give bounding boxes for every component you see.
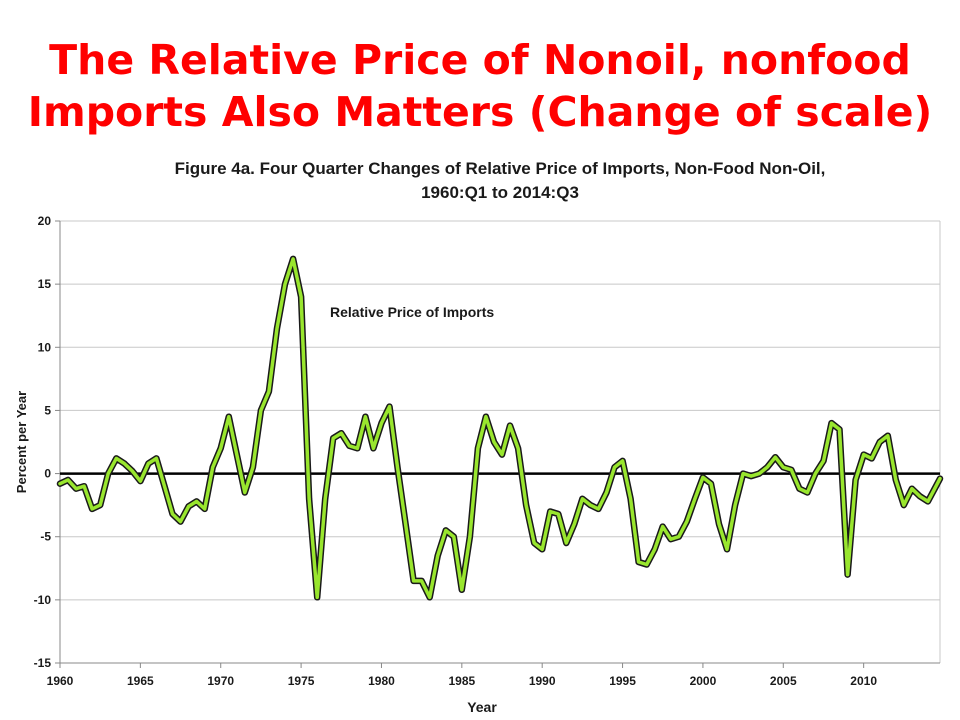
y-tick-label: -10 [34,593,52,607]
x-tick-label: 1975 [288,674,315,688]
y-tick-label: -15 [34,656,52,670]
figure-title-line-2: 1960:Q1 to 2014:Q3 [421,183,579,202]
slide-title-line-1: The Relative Price of Nonoil, nonfood [49,36,911,84]
x-tick-label: 2005 [770,674,797,688]
x-tick-label: 1965 [127,674,154,688]
slide-title: The Relative Price of Nonoil, nonfood Im… [0,34,960,138]
x-tick-label: 1985 [448,674,475,688]
x-tick-label: 1990 [529,674,556,688]
y-tick-label: 15 [38,277,52,291]
y-tick-label: 0 [44,467,51,481]
series-line [58,257,942,600]
y-tick-label: 10 [38,340,52,354]
x-tick-label: 2000 [690,674,717,688]
y-tick-label: 5 [44,403,51,417]
y-tick-label: 20 [38,214,52,228]
slide-title-line-2: Imports Also Matters (Change of scale) [27,88,933,136]
series-line-outline [56,255,944,601]
figure-title-line-1: Figure 4a. Four Quarter Changes of Relat… [174,159,826,178]
x-tick-label: 1980 [368,674,395,688]
x-tick-label: 1995 [609,674,636,688]
x-tick-label: 1960 [47,674,74,688]
y-axis-label: Percent per Year [14,391,29,493]
figure-title: Figure 4a. Four Quarter Changes of Relat… [60,157,940,205]
y-tick-label: -5 [40,530,51,544]
x-tick-label: 2010 [850,674,877,688]
x-axis-label: Year [467,699,497,715]
x-tick-label: 1970 [207,674,234,688]
series-annotation: Relative Price of Imports [330,304,494,320]
